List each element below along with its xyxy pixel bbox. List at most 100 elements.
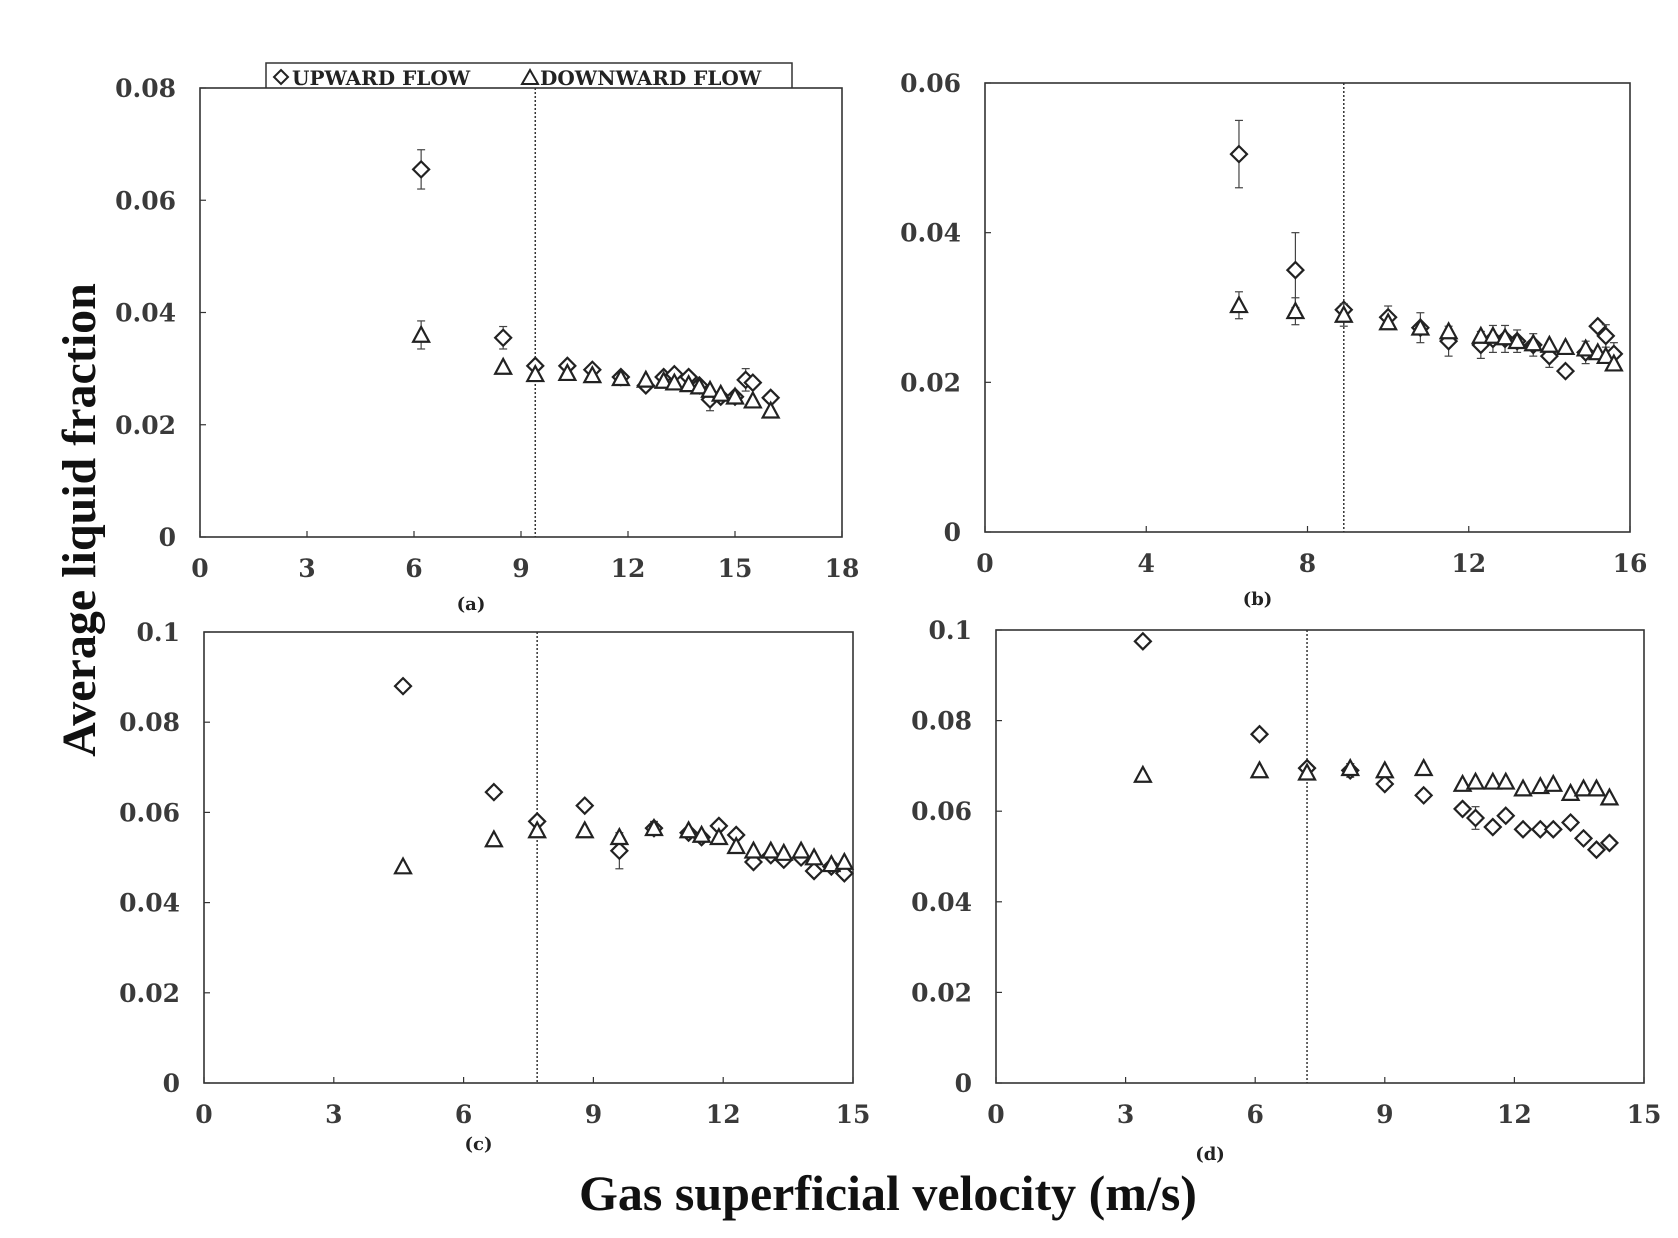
upward-flow-point <box>493 328 513 348</box>
upward-flow-point <box>1496 806 1516 826</box>
x-tick-label: 9 <box>512 554 529 583</box>
x-tick-label: 18 <box>825 554 860 583</box>
downward-flow-point <box>742 390 763 409</box>
downward-flow-point <box>1133 764 1153 783</box>
downward-flow-point <box>691 824 712 843</box>
upward-flow-point <box>1465 808 1486 828</box>
downward-flow-point <box>791 840 811 859</box>
y-tick-label: 0.04 <box>119 889 180 918</box>
downward-flow-point <box>1555 336 1576 356</box>
y-tick-label: 0.02 <box>115 411 176 440</box>
x-tick-label: 0 <box>987 1100 1004 1129</box>
upward-flow-point <box>393 676 413 696</box>
downward-flow-point <box>664 372 685 391</box>
downward-flow-point <box>1229 294 1249 314</box>
downward-flow-point <box>1483 325 1503 344</box>
x-tick-label: 12 <box>706 1100 741 1129</box>
panel-b: 0 0.02 0.04 0.06 0 4 8 12 16 (b) <box>900 69 1647 610</box>
y-tick-label: 0.08 <box>119 708 180 737</box>
y-tick-label: 0.04 <box>115 299 176 328</box>
downward-flow-point <box>493 356 514 375</box>
upward-flow-point <box>1133 631 1153 651</box>
downward-flow-point <box>1530 775 1551 795</box>
x-tick-label: 16 <box>1613 549 1648 578</box>
x-tick-label: 6 <box>1246 1100 1263 1129</box>
downward-flow-point <box>557 362 578 382</box>
downward-flow-point <box>1465 771 1486 790</box>
panel-c: 0 0.02 0.04 0.06 0.08 0.1 0 3 6 9 12 15 (c) <box>119 618 870 1155</box>
downward-flow-point <box>1573 778 1594 797</box>
y-tick-label: 0.1 <box>137 618 181 647</box>
plot-frame <box>984 82 1631 533</box>
y-tick-label: 0.02 <box>119 979 180 1008</box>
downward-flow-point <box>1599 787 1620 806</box>
downward-flow-point <box>644 817 664 837</box>
downward-flow-point <box>1495 771 1516 790</box>
upward-flow-point <box>1229 144 1249 164</box>
x-tick-label: 9 <box>1376 1100 1393 1129</box>
downward-flow-point <box>1523 333 1544 352</box>
y-tick-label: 0.06 <box>900 69 961 98</box>
downward-flow-point <box>1340 757 1361 777</box>
downward-flow-point <box>725 386 745 405</box>
y-tick-label: 0 <box>159 523 176 552</box>
downward-flow-point <box>411 324 431 343</box>
downward-flow-point <box>743 840 764 859</box>
y-tick-label: 0.06 <box>119 798 180 827</box>
upward-flow-point <box>1543 819 1563 839</box>
panel-label: (a) <box>457 594 486 615</box>
y-tick-label: 0.04 <box>911 888 972 917</box>
downward-flow-point <box>709 826 729 846</box>
x-tick-label: 3 <box>1117 1100 1134 1129</box>
downward-flow-point <box>525 363 546 383</box>
x-tick-label: 3 <box>325 1100 342 1129</box>
downward-flow-point <box>678 820 699 839</box>
downward-flow-point <box>609 826 630 846</box>
downward-flow-point <box>1378 312 1398 331</box>
x-tick-label: 15 <box>1627 1100 1662 1129</box>
upward-flow-point <box>1285 260 1305 280</box>
upward-flow-point <box>609 841 629 861</box>
downward-flow-point <box>1470 325 1491 344</box>
x-tick-label: 15 <box>836 1100 871 1129</box>
downward-flow-point <box>760 400 781 419</box>
downward-flow-point <box>1374 760 1395 779</box>
legend: UPWARD FLOW DOWNWARD FLOW <box>265 62 793 94</box>
upward-flow-point <box>1599 833 1619 853</box>
y-tick-label: 0 <box>955 1069 972 1098</box>
downward-flow-point <box>574 820 595 839</box>
upward-flow-point <box>1573 828 1594 848</box>
x-tick-label: 9 <box>585 1100 602 1129</box>
y-tick-label: 0 <box>163 1069 180 1098</box>
x-tick-label: 6 <box>455 1100 472 1129</box>
downward-flow-point <box>1297 762 1317 781</box>
downward-flow-point <box>1413 757 1434 777</box>
downward-flow-point <box>1482 771 1503 790</box>
panel-label: (d) <box>1195 1144 1225 1165</box>
downward-flow-point <box>1438 321 1459 340</box>
downward-flow-point <box>678 374 699 393</box>
x-tick-label: 0 <box>976 549 993 578</box>
y-tick-label: 0.06 <box>115 186 176 215</box>
downward-flow-point <box>1507 330 1527 350</box>
downward-flow-point <box>527 820 547 839</box>
x-tick-label: 6 <box>405 554 422 583</box>
upward-flow-point <box>1483 817 1503 837</box>
downward-flow-point <box>484 829 504 848</box>
x-tick-label: 8 <box>1299 549 1316 578</box>
downward-flow-point <box>1513 778 1533 797</box>
upward-flow-point <box>1586 840 1607 860</box>
x-tick-label: 12 <box>1451 549 1486 578</box>
downward-flow-point <box>582 365 603 384</box>
upward-flow-point <box>1588 316 1608 336</box>
y-tick-label: 0.04 <box>900 219 961 248</box>
downward-flow-point <box>710 383 731 402</box>
downward-flow-point <box>653 370 674 389</box>
downward-flow-point <box>393 856 413 875</box>
x-tick-label: 15 <box>718 554 753 583</box>
panel-label: (b) <box>1243 589 1273 610</box>
legend-diamond-marker <box>272 68 290 86</box>
upward-flow-point <box>1561 812 1581 833</box>
y-tick-label: 0.02 <box>900 368 961 397</box>
upward-flow-point <box>1555 361 1576 381</box>
